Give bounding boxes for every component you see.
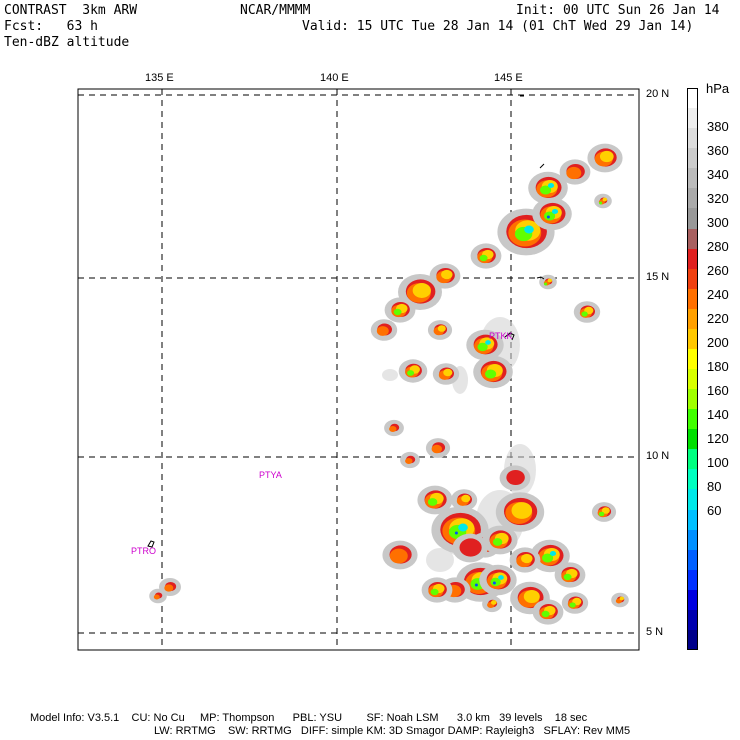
colorbar-unit: hPa: [706, 81, 730, 96]
storm-cell: [544, 211, 556, 221]
storm-cell: [563, 573, 572, 581]
colorbar-label: 220: [707, 311, 729, 326]
storm-cell: [164, 584, 174, 592]
colorbar-label: 120: [707, 431, 729, 446]
storm-cell: [549, 550, 557, 557]
colorbar-label: 340: [707, 167, 729, 182]
colorbar-label: 240: [707, 287, 729, 302]
storm-cell: [431, 444, 443, 454]
reflectivity-cells: [149, 143, 629, 625]
init-time: Init: 00 UTC Sun 26 Jan 14: [516, 3, 720, 18]
colorbar-label: 320: [707, 191, 729, 206]
colorbar-label: 180: [707, 359, 729, 374]
storm-cell: [485, 369, 497, 379]
stratiform-area: [382, 369, 398, 381]
storm-cell: [581, 311, 588, 317]
colorbar-label: 160: [707, 383, 729, 398]
colorbar-label: 380: [707, 119, 729, 134]
island-outline: [539, 163, 545, 169]
storm-cell: [490, 577, 501, 587]
guam-outline: [504, 332, 515, 341]
storm-cell: [524, 225, 534, 234]
storm-cell: [407, 370, 415, 376]
storm-cell: [427, 498, 438, 506]
model-title: CONTRAST 3km ARW: [4, 3, 138, 18]
storm-cell: [544, 282, 548, 286]
colorbar-label: 360: [707, 143, 729, 158]
storm-cell: [506, 469, 525, 486]
storm-cell: [546, 215, 550, 219]
footer-model-info: Model Info: V3.5.1 CU: No Cu MP: Thompso…: [30, 712, 588, 724]
storm-cell: [393, 308, 402, 316]
colorbar-label: 200: [707, 335, 729, 350]
storm-cell: [443, 368, 453, 377]
storm-cell: [598, 511, 605, 517]
center-label: NCAR/MMMM: [240, 3, 311, 18]
storm-cell: [599, 201, 603, 205]
storm-cell: [523, 589, 540, 604]
lat-tick-5: 5 N: [646, 626, 664, 638]
storm-cell: [405, 457, 413, 465]
storm-cell: [540, 185, 552, 195]
storm-cell: [490, 600, 497, 605]
colorbar-label: 80: [707, 479, 722, 494]
storm-cell: [437, 325, 446, 332]
storm-cell: [551, 208, 559, 215]
storm-cell: [458, 523, 468, 532]
storm-cell: [454, 531, 458, 535]
storm-cell: [542, 553, 554, 563]
storm-cell: [459, 538, 482, 557]
storm-cell: [599, 150, 614, 163]
island-outlines: [147, 95, 545, 548]
storm-cell: [492, 581, 496, 585]
forecast-hour: Fcst: 63 h: [4, 19, 98, 34]
storm-cell: [461, 494, 471, 503]
station-label-ptya: PTYA: [259, 470, 282, 480]
footer-physics-info: LW: RRTMG SW: RRTMG DIFF: simple KM: 3D …: [154, 725, 631, 737]
storm-cell: [492, 538, 503, 546]
stratiform-area: [426, 548, 454, 572]
storm-cell: [474, 583, 478, 587]
lon-tick-140: 140 E: [320, 72, 349, 84]
storm-cell: [389, 548, 408, 564]
storm-cell: [412, 283, 431, 298]
storm-cell: [376, 326, 389, 336]
lon-tick-135: 135 E: [145, 72, 174, 84]
storm-cell: [547, 278, 553, 283]
colorbar-label: 60: [707, 503, 722, 518]
storm-cell: [511, 502, 533, 519]
storm-cell: [521, 553, 533, 564]
storm-cell: [566, 166, 582, 180]
storm-cell: [619, 596, 625, 601]
storm-cell: [479, 254, 488, 262]
storm-cell: [498, 575, 504, 580]
storm-cell: [602, 197, 608, 202]
storm-cell: [441, 269, 453, 280]
lat-tick-20: 20 N: [646, 88, 670, 100]
storm-cell: [430, 588, 439, 596]
storm-cell: [477, 342, 488, 352]
colorbar-label: 280: [707, 239, 729, 254]
colorbar-label: 260: [707, 263, 729, 278]
palau-outline: [147, 540, 155, 548]
lon-tick-145: 145 E: [494, 72, 523, 84]
storm-cell: [601, 507, 610, 514]
storm-cell: [569, 602, 576, 608]
storm-cell: [389, 425, 397, 433]
storm-cell: [153, 594, 160, 600]
station-label-ptkk: PTKK: [489, 331, 513, 341]
island-outline: [536, 276, 545, 280]
colorbar-label: 140: [707, 407, 729, 422]
lat-tick-10: 10 N: [646, 450, 670, 462]
storm-cell: [547, 182, 555, 189]
field-name: Ten-dBZ altitude: [4, 35, 130, 50]
colorbar-label: 100: [707, 455, 729, 470]
lat-tick-15: 15 N: [646, 271, 670, 283]
storm-cell: [485, 340, 491, 345]
colorbar-label: 300: [707, 215, 729, 230]
valid-time: Valid: 15 UTC Tue 28 Jan 14 (01 ChT Wed …: [302, 19, 694, 34]
station-label-ptro: PTRO: [131, 546, 157, 556]
storm-cell: [541, 610, 550, 618]
